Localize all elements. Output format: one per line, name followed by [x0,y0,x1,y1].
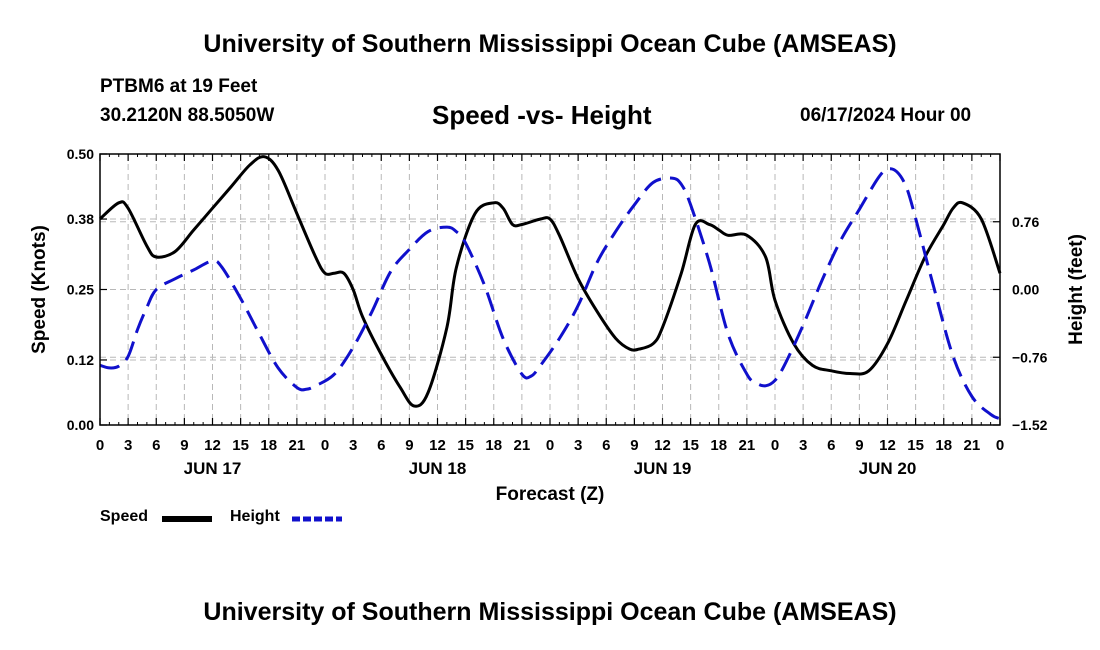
y-left-tick-label: 0.25 [67,282,94,298]
x-tick-label: 0 [321,437,329,454]
forecast-datestamp: 06/17/2024 Hour 00 [800,105,972,126]
y-left-tick-label: 0.00 [67,417,94,433]
x-tick-label: 6 [827,437,835,454]
legend-speed-swatch [162,516,212,522]
x-tick-label: 3 [799,437,807,454]
legend-height-swatch [292,516,342,522]
chart-subtitle: Speed -vs- Height [432,100,652,130]
y-right-tick-label: −0.76 [1012,349,1048,365]
y-right-tick-label: −1.52 [1012,417,1048,433]
legend-speed-label: Speed [100,508,149,525]
x-tick-label: 3 [349,437,357,454]
x-tick-label: 9 [180,437,188,454]
x-tick-label: 3 [574,437,582,454]
x-tick-label: 0 [546,437,554,454]
y-left-axis-title: Speed (Knots) [29,225,50,354]
x-tick-label: 21 [964,437,981,454]
series-layer [98,155,1002,421]
y-left-tick-label: 0.12 [67,352,94,368]
day-label: JUN 19 [634,459,692,478]
y-right-tick-label: 0.76 [1012,214,1039,230]
x-tick-label: 18 [485,437,502,454]
x-tick-label: 3 [124,437,132,454]
main-title: University of Southern Mississippi Ocean… [203,30,897,58]
x-tick-label: 21 [289,437,306,454]
x-tick-label: 18 [710,437,727,454]
x-tick-label: 15 [232,437,249,454]
day-label: JUN 20 [859,459,917,478]
x-tick-label: 12 [654,437,671,454]
x-tick-label: 12 [429,437,446,454]
station-label: PTBM6 at 19 Feet [100,76,258,97]
x-tick-label: 9 [855,437,863,454]
axis-labels: 0 3 6 9 12 15 18 21 0 3 6 9 12 15 18 21 0 3 6 9 12 15 18 21 0 3 6 9… [29,146,1087,505]
x-tick-label: 0 [96,437,104,454]
legend-height-label: Height [230,508,280,525]
x-tick-label: 15 [457,437,474,454]
footer-title: University of Southern Mississippi Ocean… [203,598,897,626]
axis-ticks [99,153,1001,426]
coordinates-label: 30.2120N 88.5050W [100,105,275,126]
series-line-height [99,167,1001,421]
y-left-tick-label: 0.50 [67,146,94,162]
day-label: JUN 17 [184,459,242,478]
x-tick-label: 9 [630,437,638,454]
y-left-tick-label: 0.38 [67,211,94,227]
x-tick-label: 15 [682,437,699,454]
y-right-axis-title: Height (feet) [1066,234,1087,345]
y-right-tick-label: 0.00 [1012,282,1039,298]
x-tick-label: 21 [739,437,756,454]
x-tick-label: 6 [377,437,385,454]
x-tick-label: 21 [514,437,531,454]
day-label: JUN 18 [409,459,467,478]
x-tick-label: 0 [996,437,1004,454]
x-tick-label: 18 [935,437,952,454]
x-tick-label: 9 [405,437,413,454]
x-tick-label: 0 [771,437,779,454]
x-tick-label: 12 [204,437,221,454]
series-line-speed [98,155,1002,408]
x-tick-label: 15 [907,437,924,454]
x-tick-label: 18 [260,437,277,454]
x-tick-label: 6 [602,437,610,454]
x-tick-label: 12 [879,437,896,454]
x-axis-title: Forecast (Z) [496,484,605,505]
x-tick-label: 6 [152,437,160,454]
